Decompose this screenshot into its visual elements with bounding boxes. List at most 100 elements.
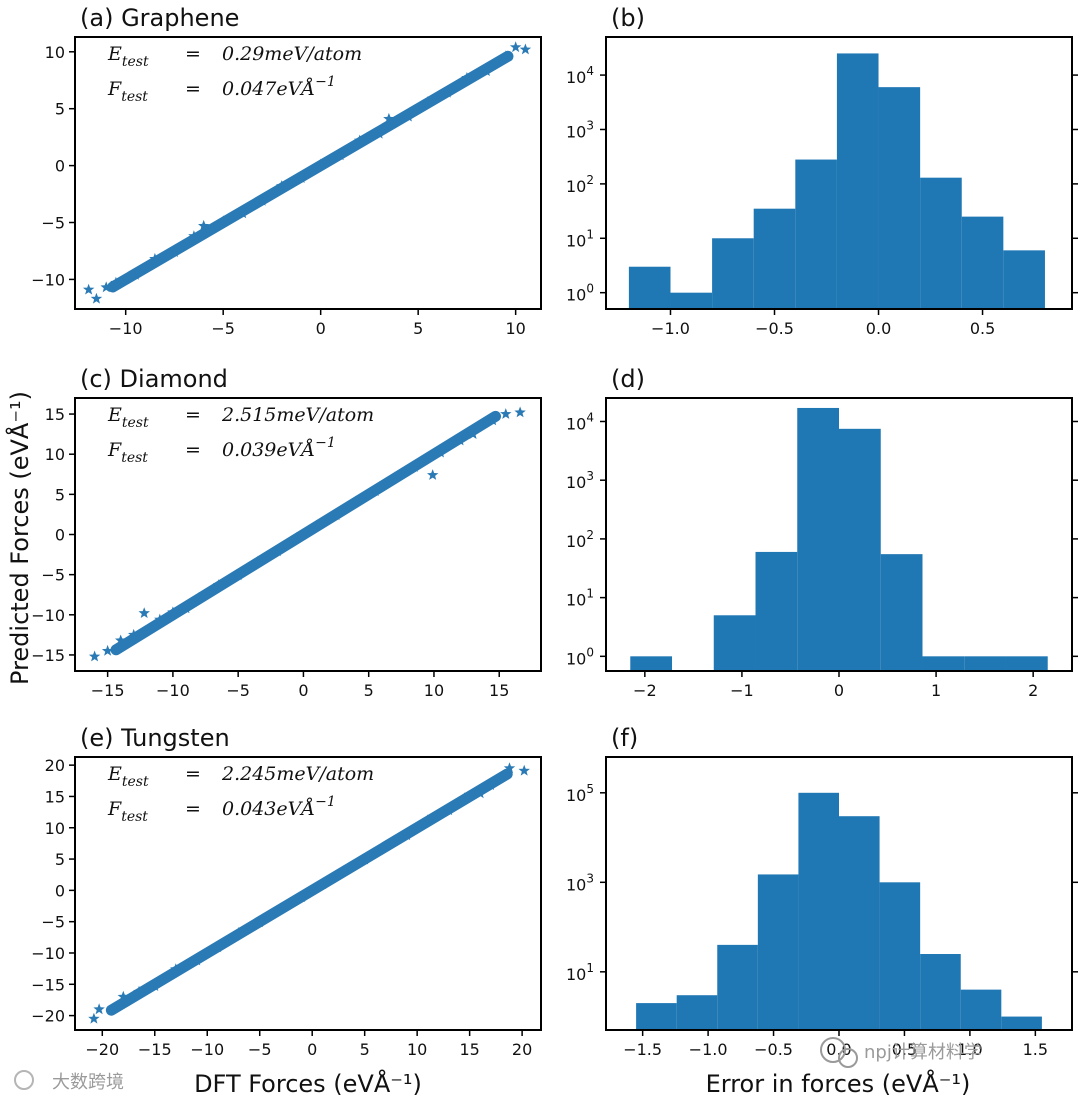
- y-tick-label-e-4: 0: [55, 881, 65, 900]
- x-tick-label-c-6: 15: [489, 681, 509, 700]
- x-tick-label-d-2: 0: [834, 681, 844, 700]
- data-point-c-22: [454, 434, 466, 446]
- e-test-label-a: Etest: [107, 43, 149, 70]
- x-tick-label-f-3: 0.0: [826, 1040, 851, 1059]
- y-tick-label-d-3: 103: [566, 469, 594, 492]
- data-point-c-4: [138, 607, 150, 618]
- x-tick-label-f-6: 1.5: [1023, 1040, 1048, 1059]
- x-tick-label-e-5: 5: [360, 1040, 370, 1059]
- hist-bar-f-7: [920, 954, 961, 1030]
- data-point-c-17: [369, 485, 381, 496]
- data-point-a-23: [480, 65, 493, 76]
- f-test-value-c: 0.039eVÅ−1: [222, 435, 336, 461]
- hist-bar-d-8: [964, 656, 1006, 671]
- data-point-a-2: [100, 281, 112, 293]
- data-point-e-10: [275, 902, 287, 914]
- x-tick-label-b-2: 0.0: [866, 319, 891, 338]
- watermark-right-text: npj计算材料学: [864, 1042, 982, 1063]
- y-tick-label-e-0: −20: [31, 1007, 65, 1026]
- y-tick-label-c-6: 15: [45, 405, 65, 424]
- x-tick-label-e-2: −10: [190, 1040, 224, 1059]
- x-tick-label-d-0: −2: [633, 681, 657, 700]
- data-point-e-21: [484, 779, 497, 790]
- data-point-e-16: [401, 829, 413, 841]
- y-tick-label-d-0: 100: [566, 645, 594, 668]
- data-point-a-13: [295, 172, 307, 183]
- hist-bar-b-9: [1003, 250, 1045, 309]
- data-point-e-0: [88, 1012, 100, 1024]
- data-point-c-16: [349, 495, 362, 507]
- e-test-value-c: 2.515meV/atom: [221, 404, 374, 426]
- data-point-c-6: [167, 606, 179, 618]
- hist-bar-f-1: [676, 995, 718, 1030]
- y-tick-label-c-3: 0: [55, 526, 65, 545]
- data-point-c-24: [487, 414, 499, 426]
- f-test-equals-e: =: [185, 798, 201, 820]
- e-test-equals-e: =: [185, 763, 201, 785]
- hist-bar-b-5: [836, 53, 879, 309]
- data-point-a-11: [256, 194, 268, 206]
- data-point-c-11: [252, 555, 264, 567]
- e-test-equals-a: =: [185, 43, 201, 65]
- data-point-a-0: [82, 283, 95, 295]
- data-point-c-5: [154, 613, 166, 625]
- hist-bar-f-2: [717, 944, 758, 1030]
- data-point-c-0: [88, 650, 101, 662]
- panel-e: (e) Tungsten −20 −15 −10 −5 0 5 10 15 20 −20 −15 −10…: [31, 724, 542, 1059]
- data-point-a-5: [149, 252, 161, 264]
- x-tick-label-d-3: 1: [931, 681, 941, 700]
- hist-bar-b-8: [961, 216, 1004, 309]
- x-tick-label-b-3: 0.5: [970, 319, 995, 338]
- data-point-a-12: [276, 180, 288, 191]
- data-point-e-19: [458, 792, 471, 804]
- y-tick-label-f-1: 103: [566, 871, 594, 894]
- y-tick-label-e-2: −10: [31, 944, 65, 963]
- data-point-c-7: [180, 602, 192, 614]
- panel-title-e: (e) Tungsten: [80, 724, 230, 752]
- data-point-e-22: [503, 762, 516, 774]
- data-point-c-1: [101, 644, 114, 656]
- hist-bar-f-3: [757, 874, 799, 1030]
- f-test-label-c: Ftest: [107, 439, 148, 466]
- annotation-e: Etest = 2.245meV/atom Ftest = 0.043eVÅ−1: [107, 763, 374, 825]
- data-point-e-12: [317, 878, 329, 889]
- hist-bar-f-9: [1001, 1016, 1042, 1030]
- y-tick-label-e-6: 10: [45, 819, 65, 838]
- y-tick-label-e-7: 15: [45, 787, 65, 806]
- data-point-e-9: [254, 916, 266, 928]
- annotation-a: Etest = 0.29meV/atom Ftest = 0.047eVÅ−1: [107, 43, 362, 105]
- data-point-e-8: [233, 926, 245, 938]
- watermark-left: 大数跨境: [14, 1070, 124, 1093]
- data-point-c-14: [310, 519, 323, 531]
- x-tick-label-c-3: 0: [298, 681, 308, 700]
- x-tick-label-e-8: 20: [512, 1040, 532, 1059]
- x-tick-label-b-0: −1.0: [651, 319, 690, 338]
- data-point-e-2: [117, 990, 129, 1002]
- x-tick-label-a-2: 0: [316, 319, 326, 338]
- e-test-equals-c: =: [185, 404, 201, 426]
- y-tick-label-b-2: 102: [566, 173, 594, 196]
- hist-bar-b-4: [795, 159, 837, 309]
- f-test-equals-c: =: [185, 439, 201, 461]
- y-tick-label-c-0: −15: [31, 646, 65, 665]
- y-tick-label-e-8: 20: [45, 756, 65, 775]
- x-tick-label-c-5: 10: [424, 681, 444, 700]
- panel-title-c: (c) Diamond: [80, 365, 228, 393]
- x-tick-label-d-1: −1: [730, 681, 754, 700]
- data-point-c-18: [389, 471, 401, 483]
- hist-bar-d-2: [713, 615, 756, 671]
- y-tick-label-a-1: −5: [41, 214, 65, 233]
- hist-bar-f-6: [879, 882, 921, 1030]
- x-tick-label-c-1: −10: [156, 681, 190, 700]
- e-test-label-c: Etest: [107, 404, 149, 431]
- y-tick-label-d-4: 104: [566, 410, 594, 433]
- data-point-e-13: [338, 865, 350, 876]
- data-point-e-14: [359, 853, 371, 865]
- x-tick-label-b-1: −0.5: [755, 319, 794, 338]
- data-point-a-17: [373, 127, 385, 139]
- data-point-a-18: [383, 112, 395, 124]
- y-tick-label-e-3: −5: [41, 913, 65, 932]
- y-axis-label: Predicted Forces (eVÅ⁻¹): [5, 391, 34, 685]
- data-point-e-15: [380, 839, 392, 851]
